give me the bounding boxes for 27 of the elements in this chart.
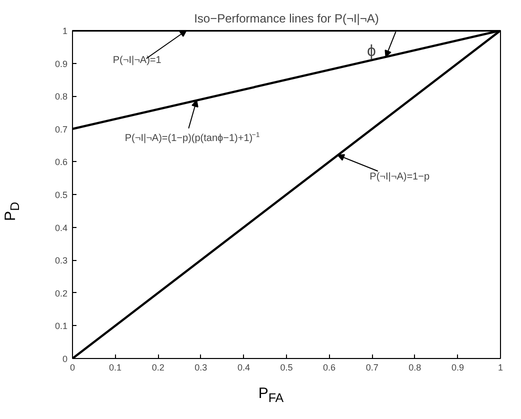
x-axis-title: P$_{FA}$ [257, 385, 285, 406]
annotation: P(¬I|¬A)=1 [112, 55, 162, 66]
x-tick-label: 0.7 [366, 362, 378, 372]
y-tick-label: 0.3 [54, 256, 68, 266]
y-tick-label: 0 [62, 354, 68, 364]
y-tick-label: 0.5 [54, 190, 68, 200]
chart-title: Iso−Performance lines for P(¬I|¬A) [194, 12, 379, 26]
x-tick-label: 0.5 [280, 362, 293, 372]
y-tick-label: 0.9 [54, 58, 68, 69]
annotation: P(¬I|¬A)=1−p [370, 172, 430, 183]
y-tick-label: 1 [62, 26, 68, 36]
x-tick-label: 0.3 [194, 362, 208, 372]
x-tick-label: 0.1 [109, 362, 122, 372]
y-tick-label: 0.6 [54, 157, 68, 168]
y-tick-label: 0.7 [54, 124, 68, 134]
x-tick-label: 0.2 [152, 362, 164, 372]
y-tick-label: 0.1 [54, 321, 68, 332]
x-tick-label: 1 [498, 362, 504, 372]
x-tick-label: 0.8 [408, 362, 422, 372]
y-tick-label: 0.2 [54, 288, 68, 298]
x-tick-label: 0.6 [323, 362, 336, 372]
y-tick-label: 0.4 [54, 222, 68, 233]
y-tick-label: 0.8 [54, 92, 68, 102]
x-tick-label: 0.9 [451, 362, 464, 372]
annotation: ϕ [367, 43, 376, 60]
x-tick-label: 0.4 [237, 362, 250, 372]
x-tick-label: 0 [70, 362, 76, 372]
